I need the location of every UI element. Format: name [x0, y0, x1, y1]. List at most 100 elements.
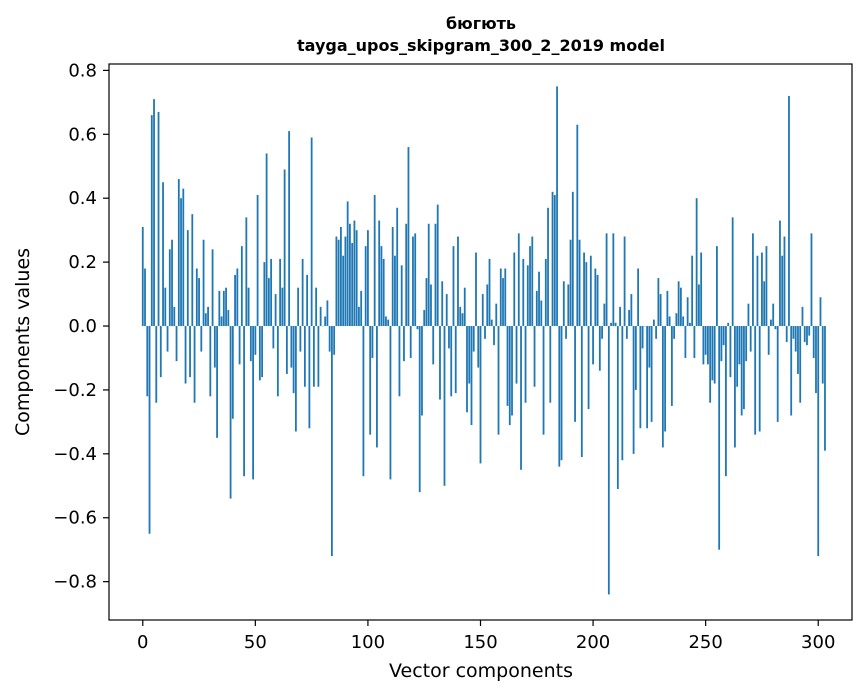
bar — [272, 326, 275, 349]
bar — [585, 262, 588, 327]
bar — [234, 274, 236, 327]
bar — [589, 255, 592, 327]
bar — [607, 326, 610, 595]
bar — [144, 268, 146, 327]
bar — [299, 326, 302, 352]
bar — [164, 287, 167, 327]
bar — [333, 326, 336, 355]
bar — [146, 326, 149, 397]
bar — [279, 258, 282, 327]
bar — [448, 326, 450, 349]
bar — [821, 326, 824, 384]
bar — [376, 326, 378, 448]
bar — [522, 258, 525, 327]
bar — [204, 313, 207, 327]
bar — [670, 326, 673, 406]
y-tick-label: 0.8 — [68, 60, 97, 81]
bar — [294, 326, 297, 432]
bar — [463, 287, 466, 327]
y-tick-label: −0.8 — [53, 572, 97, 593]
bar — [677, 281, 680, 327]
bar — [799, 326, 802, 403]
bar — [765, 246, 768, 327]
bar — [243, 326, 245, 477]
bar — [213, 326, 216, 368]
bar — [526, 265, 529, 327]
bar — [556, 86, 558, 327]
bar — [290, 326, 293, 368]
bar — [794, 326, 797, 352]
bar — [812, 326, 815, 358]
bar — [218, 290, 221, 327]
bar — [711, 326, 714, 381]
bar — [470, 326, 473, 426]
bar — [578, 239, 581, 327]
bar — [718, 326, 721, 550]
bar — [162, 182, 164, 327]
y-tick-label: 0.0 — [68, 316, 97, 337]
bar — [427, 223, 430, 327]
bar — [319, 306, 322, 327]
bar — [490, 319, 493, 327]
bar — [177, 179, 180, 327]
bar — [652, 319, 655, 327]
bar — [326, 300, 329, 327]
bar — [216, 326, 218, 438]
bar — [148, 326, 151, 534]
bar — [308, 326, 311, 429]
y-tick-label: 0.4 — [68, 188, 97, 209]
bar — [369, 326, 372, 435]
bar — [614, 322, 617, 327]
bar — [477, 326, 480, 368]
bar — [637, 268, 640, 327]
bar — [661, 326, 664, 448]
bar — [387, 319, 390, 327]
x-axis-ticks: 0 50 100 150 200 250 300 — [137, 620, 835, 653]
bar — [193, 326, 196, 403]
bar — [412, 236, 414, 327]
bar — [400, 265, 403, 327]
bar — [452, 246, 455, 327]
bar — [258, 326, 261, 381]
bar — [349, 223, 351, 327]
x-axis-label: Vector components — [389, 660, 573, 682]
bar — [673, 326, 676, 339]
bar — [747, 303, 750, 327]
bar — [270, 258, 273, 327]
bar — [459, 306, 462, 327]
x-tick-label: 0 — [137, 632, 148, 653]
bar — [254, 326, 257, 355]
bar — [824, 326, 826, 451]
bar — [632, 326, 635, 454]
bar — [504, 268, 507, 327]
bar — [211, 249, 214, 327]
bar — [655, 326, 658, 339]
bar — [283, 169, 286, 327]
bar — [547, 207, 549, 327]
bar — [596, 274, 599, 327]
bar — [454, 326, 457, 394]
bar — [306, 274, 309, 327]
bar — [754, 326, 757, 435]
bar — [562, 281, 565, 327]
bar — [342, 255, 345, 327]
bar — [565, 326, 567, 339]
bar — [182, 188, 185, 327]
bar — [346, 201, 349, 327]
bar — [815, 326, 817, 394]
bar — [360, 290, 363, 327]
bar — [495, 303, 498, 327]
bar — [817, 326, 820, 557]
plot-area-frame — [108, 63, 853, 621]
bar — [418, 326, 421, 493]
y-axis-label: Components values — [12, 248, 34, 436]
bar — [612, 233, 615, 327]
bar — [443, 326, 446, 486]
bar — [774, 326, 777, 330]
bar — [621, 326, 624, 461]
bar — [797, 326, 799, 374]
x-tick-label: 150 — [463, 632, 497, 653]
bar — [558, 326, 561, 467]
bar — [340, 226, 342, 327]
bar — [625, 326, 628, 339]
